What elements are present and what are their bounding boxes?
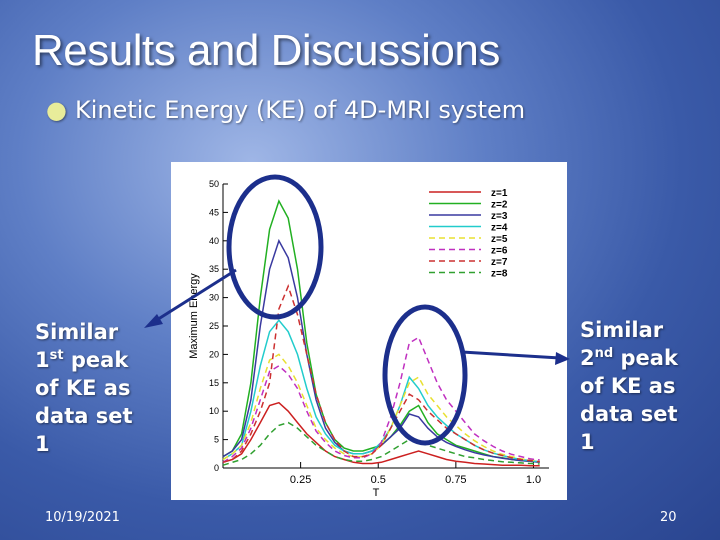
y-tick-label: 45 (209, 207, 219, 217)
y-tick-label: 35 (209, 264, 219, 274)
y-tick-label: 15 (209, 378, 219, 388)
legend-label-z4: z=4 (491, 223, 508, 234)
y-tick-label: 25 (209, 321, 219, 331)
x-tick-label: 0.25 (290, 474, 311, 486)
chart-panel: 0 5 10 15 20 25 30 35 40 45 50 0.25 0.5 0.75 1.0 T Maxim… (171, 162, 567, 500)
legend-label-z7: z=7 (491, 257, 508, 268)
x-tick-label: 0.5 (371, 474, 386, 486)
note-line: data set (35, 404, 133, 428)
y-tick-label: 0 (214, 463, 219, 473)
first-peak-note: Similar 1st peak of KE as data set 1 (35, 318, 145, 458)
bullet-dot-icon: ● (46, 96, 67, 124)
legend-label-z6: z=6 (491, 246, 508, 257)
series-line-z8 (222, 421, 540, 466)
x-tick-label: 1.0 (526, 474, 541, 486)
y-tick-label: 20 (209, 349, 219, 359)
series-line-z6 (222, 336, 540, 463)
x-axis-label: T (373, 487, 380, 499)
legend-label-z2: z=2 (491, 200, 508, 211)
note-line: data set (580, 402, 678, 426)
note-line: of KE as (580, 374, 676, 398)
series-line-z1 (222, 401, 540, 467)
bullet-text: Kinetic Energy (KE) of 4D-MRI system (74, 96, 526, 124)
kinetic-energy-chart: 0 5 10 15 20 25 30 35 40 45 50 0.25 0.5 0.75 1.0 T Maxim… (188, 179, 549, 499)
legend-label-z1: z=1 (491, 188, 508, 199)
left-arrow-head (144, 314, 163, 328)
note-line: 2nd peak (580, 346, 678, 370)
slide-date: 10/19/2021 (45, 510, 120, 525)
second-peak-note: Similar 2nd peak of KE as data set 1 (580, 316, 690, 456)
note-line: of KE as (35, 376, 131, 400)
bullet-item: ● Kinetic Energy (KE) of 4D-MRI system (46, 96, 525, 124)
slide-title: Results and Discussions (32, 26, 500, 75)
legend-label-z8: z=8 (491, 269, 508, 280)
legend-label-z3: z=3 (491, 211, 508, 222)
y-tick-label: 40 (209, 236, 219, 246)
series-line-z5 (222, 353, 540, 462)
slide-number: 20 (660, 510, 677, 525)
y-tick-label: 10 (209, 406, 219, 416)
legend-label-z5: z=5 (491, 234, 508, 245)
note-line: Similar (580, 318, 664, 342)
series-line-z7 (222, 284, 540, 464)
note-line: Similar (35, 320, 119, 344)
x-tick-label: 0.75 (445, 474, 466, 486)
y-tick-label: 5 (214, 435, 219, 445)
y-tick-label: 30 (209, 293, 219, 303)
note-line: 1 (35, 432, 50, 456)
y-axis-label: Maximum Energy (188, 273, 200, 359)
y-tick-label: 50 (209, 179, 219, 189)
note-line: 1 (580, 430, 595, 454)
note-line: 1st peak (35, 348, 129, 372)
